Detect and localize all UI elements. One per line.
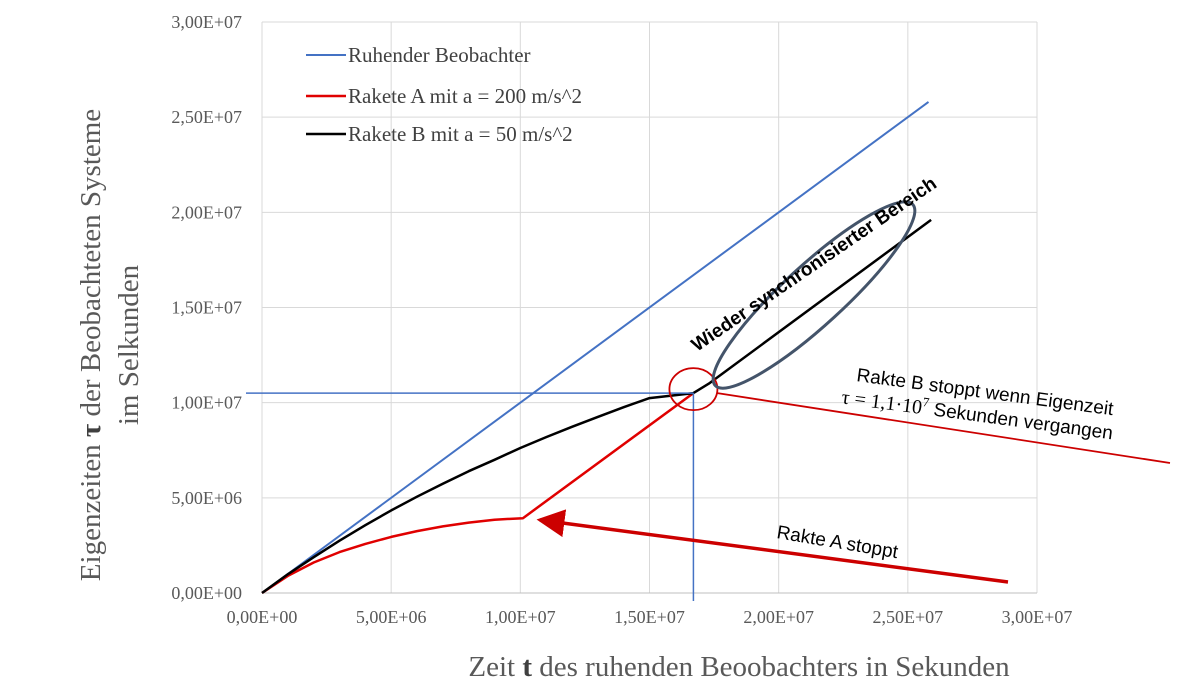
series-layer — [261, 101, 932, 595]
x-tick-label: 2,50E+07 — [873, 607, 944, 627]
x-tick-label: 5,00E+06 — [356, 607, 427, 627]
y-axis-title: Eigenzeiten τ der Beobachteten Systeme i… — [75, 109, 145, 581]
legend-label-rakete-b: Rakete B mit a = 50 m/s^2 — [348, 122, 573, 146]
legend-label-rakete-a: Rakete A mit a = 200 m/s^2 — [348, 84, 582, 108]
b-stop-annotation: Rakte B stoppt wenn Eigenzeit τ = 1,1·10… — [840, 365, 1115, 444]
b-stop-exponent: 7 — [922, 394, 931, 410]
y-tick-label: 2,00E+07 — [171, 202, 242, 222]
svg-text:im Selkunden: im Selkunden — [113, 264, 145, 425]
y-tick-label: 0,00E+00 — [171, 583, 242, 603]
y-tick-label: 3,00E+07 — [171, 12, 242, 32]
series-rakete-a — [261, 392, 695, 595]
x-tick-label: 1,00E+07 — [485, 607, 556, 627]
synchronized-region-ellipse — [711, 200, 917, 390]
x-tick-label: 0,00E+00 — [227, 607, 298, 627]
a-stop-arrow — [536, 509, 1009, 584]
legend: Ruhender Beobachter Rakete A mit a = 200… — [306, 43, 582, 146]
legend-label-ruhender: Ruhender Beobachter — [348, 43, 531, 67]
y-tick-label: 5,00E+06 — [171, 488, 242, 508]
svg-text:Eigenzeiten τ der Beobachteten: Eigenzeiten τ der Beobachteten Systeme — [75, 109, 107, 581]
b-stop-pointer-line — [717, 392, 1171, 464]
x-tick-label: 1,50E+07 — [614, 607, 685, 627]
a-stop-label: Rakte A stoppt — [775, 522, 900, 563]
region-label: Wieder synchronisierter Bereich — [688, 173, 941, 356]
y-tick-label: 1,00E+07 — [171, 393, 242, 413]
annotation-layer — [246, 200, 1171, 601]
x-tick-label: 2,00E+07 — [743, 607, 814, 627]
series-ruhender-beobachter — [261, 101, 930, 594]
y-tick-label: 2,50E+07 — [171, 107, 242, 127]
x-axis-title: Zeit t des ruhenden Beoobachters in Seku… — [468, 651, 1010, 683]
x-tick-label: 3,00E+07 — [1002, 607, 1073, 627]
y-tick-label: 1,50E+07 — [171, 298, 242, 318]
series-rakete-b — [261, 218, 932, 595]
tick-labels: 0,00E+00 5,00E+06 1,00E+07 1,50E+07 2,00E+07… — [171, 12, 1072, 627]
b-stop-circle — [668, 367, 719, 412]
